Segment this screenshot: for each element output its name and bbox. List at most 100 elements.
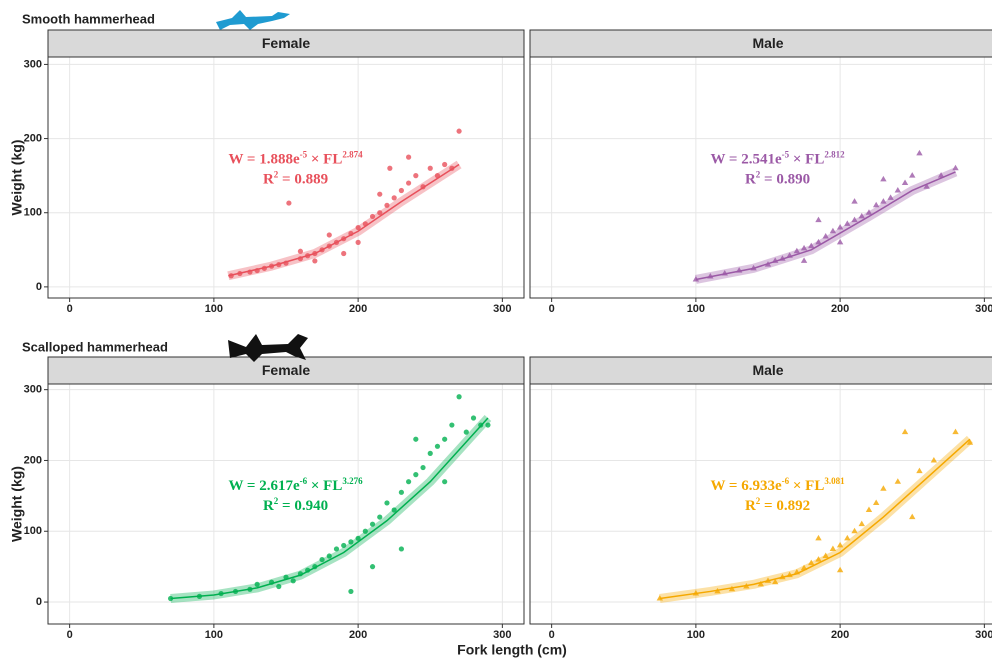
point — [355, 535, 361, 541]
point — [822, 232, 829, 239]
point — [254, 581, 260, 587]
point — [901, 179, 909, 186]
equation-part: × FL — [307, 479, 342, 495]
y-tick-label: 300 — [24, 58, 42, 70]
point — [456, 128, 462, 134]
equation-part: 2.812 — [824, 150, 845, 160]
point — [319, 556, 325, 563]
equation-part: -6 — [782, 476, 790, 486]
point — [369, 213, 376, 220]
strip — [529, 29, 992, 58]
point — [836, 566, 844, 573]
point — [362, 528, 368, 534]
point — [800, 244, 808, 251]
point — [312, 258, 318, 264]
point — [815, 534, 822, 541]
point — [909, 172, 916, 178]
x-tick-label: 200 — [349, 303, 367, 315]
panel-border — [47, 56, 525, 299]
point — [822, 552, 829, 559]
r-squared: R2 = 0.892 — [745, 496, 810, 514]
point — [168, 595, 174, 602]
point — [865, 209, 873, 215]
y-axis-label: Weight (kg) — [9, 466, 25, 542]
r-squared: R2 = 0.890 — [745, 170, 810, 188]
x-tick-label: 0 — [549, 629, 555, 641]
point — [880, 175, 887, 182]
y-tick-label: 100 — [24, 207, 42, 219]
point — [829, 545, 837, 551]
point — [391, 507, 397, 513]
point — [909, 513, 916, 520]
point — [916, 467, 923, 474]
point — [413, 472, 419, 478]
point — [326, 232, 332, 238]
point — [290, 578, 296, 584]
equation: W = 6.933e-6 × FL3.081 — [710, 476, 845, 494]
point — [427, 450, 433, 456]
point — [937, 172, 945, 178]
point — [369, 521, 376, 527]
group-label: Smooth hammerhead — [22, 11, 155, 26]
equation-part: W = 1.888e — [228, 152, 300, 168]
point — [398, 489, 404, 495]
point — [887, 194, 894, 200]
point — [858, 212, 865, 219]
panel-border — [529, 56, 992, 299]
r-squared-part: 2 — [756, 496, 761, 506]
equation-part: -6 — [300, 476, 308, 486]
point — [413, 173, 419, 179]
point — [851, 216, 858, 223]
point — [348, 588, 354, 595]
equation-part: × FL — [307, 152, 342, 168]
point — [952, 164, 959, 171]
x-tick-label: 0 — [67, 629, 73, 641]
point — [406, 180, 412, 186]
point — [872, 201, 880, 208]
x-tick-label: 300 — [493, 303, 511, 315]
point — [384, 202, 390, 208]
r-squared: R2 = 0.940 — [263, 496, 328, 514]
point — [851, 198, 858, 204]
strip-label: Male — [752, 362, 783, 378]
point — [391, 195, 397, 201]
point — [836, 541, 844, 548]
point — [880, 485, 887, 491]
x-axis-label: Fork length (cm) — [457, 642, 567, 658]
equation-part: 3.081 — [824, 476, 845, 486]
point — [276, 583, 282, 590]
x-tick-label: 100 — [205, 629, 223, 641]
point — [966, 439, 974, 445]
equation-part: 3.276 — [342, 476, 363, 486]
point — [341, 542, 347, 549]
point — [341, 250, 347, 257]
strip-label: Male — [752, 35, 783, 51]
x-tick-label: 300 — [975, 629, 992, 641]
x-tick-label: 100 — [687, 629, 705, 641]
strip-label: Female — [262, 362, 310, 378]
x-tick-label: 0 — [549, 303, 555, 315]
strip-label: Female — [262, 35, 310, 51]
r-squared-part: = 0.889 — [278, 172, 328, 188]
equation: W = 2.617e-6 × FL3.276 — [228, 476, 363, 494]
point — [384, 500, 390, 506]
panel — [48, 384, 524, 624]
point — [355, 239, 361, 245]
point — [865, 506, 873, 513]
fit-line — [170, 417, 489, 600]
point — [894, 478, 902, 484]
point — [916, 149, 923, 156]
r-squared-part: = 0.940 — [278, 499, 328, 515]
equation-part: -5 — [782, 150, 790, 160]
point — [815, 238, 822, 245]
equation-part: -5 — [300, 150, 308, 160]
x-tick-label: 100 — [205, 303, 223, 315]
r-squared-part: 2 — [274, 496, 279, 506]
point — [456, 394, 462, 400]
panel-border — [529, 383, 992, 625]
y-tick-label: 100 — [24, 525, 42, 537]
point — [406, 154, 412, 160]
shark-icon — [228, 334, 308, 362]
y-tick-label: 200 — [24, 454, 42, 466]
point — [872, 499, 880, 505]
